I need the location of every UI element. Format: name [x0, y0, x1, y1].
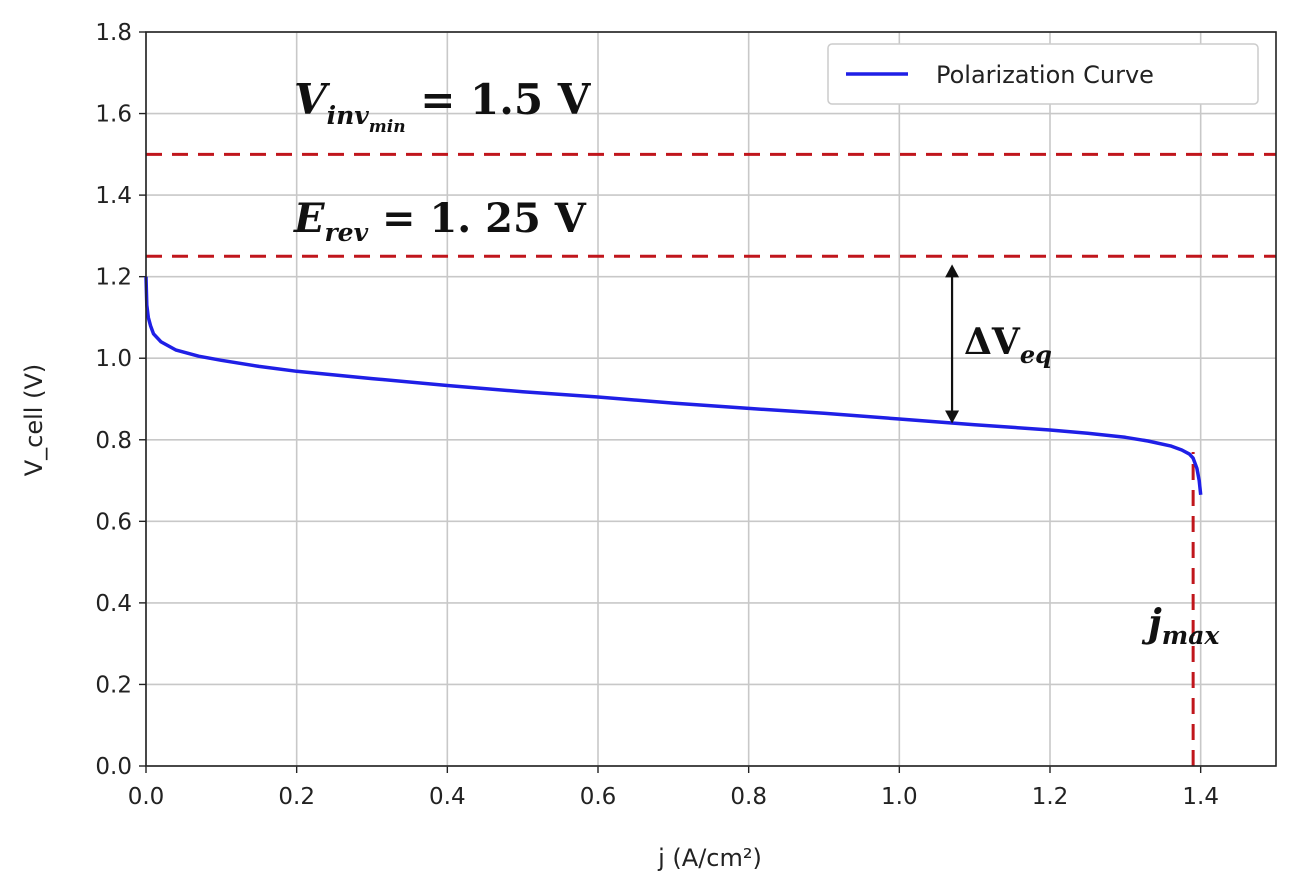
- v-inv-min-annotation: Vinvmin = 1.5 V: [294, 75, 592, 137]
- x-tick-label: 0.8: [730, 784, 767, 810]
- v-inv-subscript: inv: [327, 101, 370, 130]
- e-rev-symbol: E: [293, 195, 325, 242]
- y-tick-label: 1.2: [95, 265, 132, 291]
- j-max-annotation: jmax: [1141, 600, 1220, 650]
- y-tick-label: 0.6: [95, 509, 132, 535]
- e-rev-subscript: rev: [325, 218, 369, 247]
- delta-v-symbol: ΔV: [964, 321, 1021, 363]
- delta-v-eq-annotation: ΔVeq: [964, 321, 1052, 369]
- x-tick-label: 1.4: [1182, 784, 1219, 810]
- y-axis-label: V_cell (V): [20, 364, 48, 477]
- x-tick-label: 0.4: [429, 784, 466, 810]
- x-tick-label: 1.0: [881, 784, 918, 810]
- reference-lines: [146, 152, 1276, 766]
- delta-v-subscript: eq: [1020, 340, 1052, 369]
- series-layer: [144, 276, 1203, 495]
- x-tick-labels: 0.0 0.2 0.4 0.6 0.8 1.0 1.2 1.4: [128, 784, 1219, 810]
- y-tick-label: 0.4: [95, 591, 132, 617]
- v-inv-symbol: V: [294, 75, 331, 124]
- x-tick-label: 0.6: [580, 784, 617, 810]
- e-rev-value: = 1. 25 V: [368, 195, 587, 242]
- x-tick-label: 1.2: [1032, 784, 1069, 810]
- j-max-subscript: max: [1162, 621, 1221, 650]
- v-inv-subsubscript: min: [369, 117, 406, 137]
- v-inv-value: = 1.5 V: [406, 75, 592, 124]
- x-tick-label: 0.2: [278, 784, 315, 810]
- y-tick-label: 1.6: [95, 102, 132, 128]
- x-tick-label: 0.0: [128, 784, 165, 810]
- legend: Polarization Curve: [827, 43, 1259, 105]
- plot-frame: [145, 31, 1277, 767]
- polarization-curve-line: [144, 276, 1203, 495]
- legend-box: [827, 43, 1259, 105]
- delta-arrow: [945, 264, 960, 424]
- y-tick-label: 1.8: [95, 20, 132, 46]
- y-tick-label: 0.0: [95, 754, 132, 780]
- delta-arrow-head-down: [945, 410, 960, 424]
- y-tick-label: 1.4: [95, 183, 132, 209]
- y-tick-label: 1.0: [95, 346, 132, 372]
- x-axis-label: j (A/cm²): [657, 844, 762, 872]
- delta-arrow-head-up: [945, 264, 960, 278]
- j-max-symbol: j: [1141, 600, 1162, 645]
- y-tick-label: 0.2: [95, 672, 132, 698]
- gridlines: [139, 31, 1276, 773]
- y-tick-label: 0.8: [95, 428, 132, 454]
- e-rev-annotation: Erev = 1. 25 V: [293, 195, 587, 247]
- legend-label: Polarization Curve: [936, 61, 1154, 89]
- y-tick-labels: 0.0 0.2 0.4 0.6 0.8 1.0 1.2 1.4 1.6 1.8: [95, 20, 132, 780]
